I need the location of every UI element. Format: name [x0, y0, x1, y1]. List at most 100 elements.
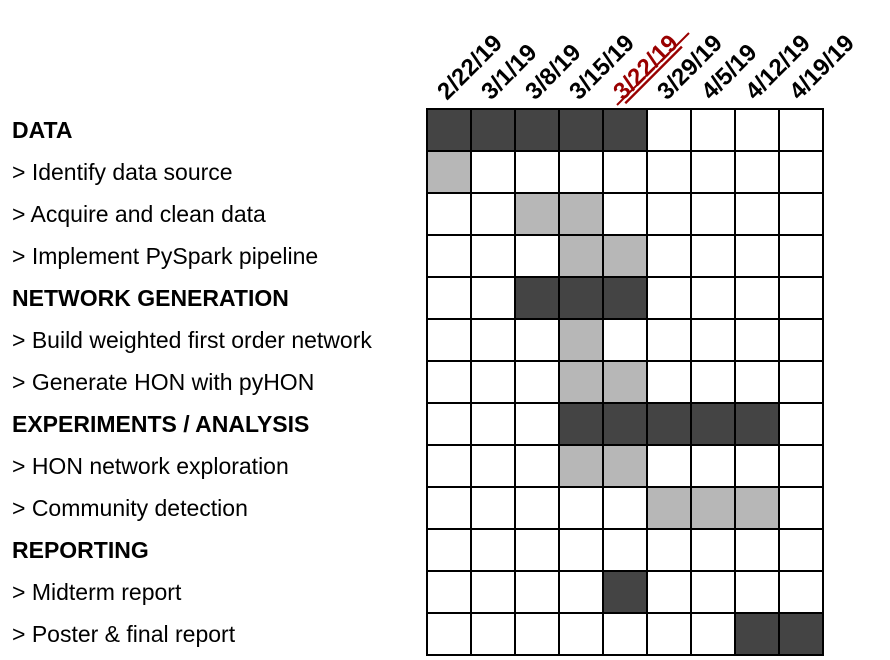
section-cell-filled — [734, 402, 780, 446]
task-cell-filled — [734, 486, 780, 530]
schedule-cell-empty — [602, 318, 648, 362]
section-label: NETWORK GENERATION — [12, 285, 289, 311]
schedule-cell-empty — [646, 528, 692, 572]
schedule-cell-empty — [690, 528, 736, 572]
schedule-cell-empty — [470, 318, 516, 362]
schedule-cell-empty — [734, 150, 780, 194]
task-cell-filled — [426, 150, 472, 194]
task-cell-filled — [514, 192, 560, 236]
schedule-cell-empty — [470, 612, 516, 656]
schedule-cell-empty — [426, 192, 472, 236]
schedule-cell-empty — [646, 276, 692, 320]
section-cell-filled — [470, 108, 516, 152]
schedule-cell-empty — [690, 570, 736, 614]
task-cell-filled — [602, 360, 648, 404]
section-cell-filled — [602, 402, 648, 446]
current-date-underline — [616, 32, 690, 106]
schedule-cell-empty — [690, 234, 736, 278]
schedule-cell-empty — [646, 318, 692, 362]
schedule-cell-empty — [778, 402, 824, 446]
schedule-cell-empty — [470, 486, 516, 530]
task-label: > Implement PySpark pipeline — [12, 243, 318, 269]
task-cell-filled — [778, 612, 824, 656]
schedule-cell-empty — [514, 234, 560, 278]
schedule-cell-empty — [646, 234, 692, 278]
schedule-cell-empty — [470, 444, 516, 488]
task-label: > Build weighted first order network — [12, 327, 372, 353]
schedule-cell-empty — [426, 486, 472, 530]
section-cell-filled — [602, 108, 648, 152]
section-cell-filled — [514, 108, 560, 152]
task-cell-filled — [602, 234, 648, 278]
task-label: > Generate HON with pyHON — [12, 369, 314, 395]
schedule-cell-empty — [778, 150, 824, 194]
schedule-cell-empty — [690, 276, 736, 320]
section-cell-filled — [690, 402, 736, 446]
schedule-cell-empty — [514, 318, 560, 362]
task-label: > Poster & final report — [12, 621, 236, 647]
schedule-cell-empty — [558, 612, 604, 656]
task-cell-filled — [602, 570, 648, 614]
schedule-cell-empty — [470, 234, 516, 278]
schedule-cell-empty — [470, 528, 516, 572]
schedule-cell-empty — [470, 192, 516, 236]
section-cell-filled — [558, 276, 604, 320]
task-cell-filled — [734, 612, 780, 656]
task-label: > Midterm report — [12, 579, 182, 605]
task-label: > Community detection — [12, 495, 248, 521]
task-cell-filled — [602, 444, 648, 488]
schedule-cell-empty — [470, 360, 516, 404]
schedule-cell-empty — [778, 486, 824, 530]
schedule-cell-empty — [426, 234, 472, 278]
schedule-cell-empty — [514, 402, 560, 446]
section-label: REPORTING — [12, 537, 149, 563]
section-label: EXPERIMENTS / ANALYSIS — [12, 411, 309, 437]
schedule-cell-empty — [778, 108, 824, 152]
task-cell-filled — [558, 192, 604, 236]
schedule-cell-empty — [778, 570, 824, 614]
task-cell-filled — [558, 234, 604, 278]
section-label: DATA — [12, 117, 72, 143]
schedule-cell-empty — [426, 444, 472, 488]
schedule-cell-empty — [646, 150, 692, 194]
schedule-cell-empty — [778, 276, 824, 320]
schedule-cell-empty — [470, 276, 516, 320]
schedule-cell-empty — [734, 444, 780, 488]
schedule-cell-empty — [514, 444, 560, 488]
schedule-cell-empty — [734, 234, 780, 278]
schedule-cell-empty — [734, 528, 780, 572]
section-cell-filled — [426, 108, 472, 152]
schedule-cell-empty — [514, 612, 560, 656]
schedule-cell-empty — [646, 612, 692, 656]
section-cell-filled — [558, 108, 604, 152]
schedule-cell-empty — [734, 318, 780, 362]
schedule-cell-empty — [778, 192, 824, 236]
schedule-cell-empty — [602, 612, 648, 656]
task-cell-filled — [558, 318, 604, 362]
schedule-cell-empty — [646, 108, 692, 152]
schedule-cell-empty — [602, 528, 648, 572]
section-cell-filled — [646, 402, 692, 446]
schedule-cell-empty — [426, 612, 472, 656]
schedule-cell-empty — [778, 318, 824, 362]
task-cell-filled — [558, 360, 604, 404]
schedule-cell-empty — [690, 108, 736, 152]
schedule-cell-empty — [646, 192, 692, 236]
schedule-cell-empty — [558, 528, 604, 572]
schedule-cell-empty — [734, 192, 780, 236]
schedule-cell-empty — [514, 150, 560, 194]
schedule-cell-empty — [646, 444, 692, 488]
schedule-cell-empty — [690, 150, 736, 194]
schedule-cell-empty — [558, 150, 604, 194]
schedule-cell-empty — [646, 360, 692, 404]
schedule-cell-empty — [602, 486, 648, 530]
schedule-cell-empty — [734, 360, 780, 404]
schedule-cell-empty — [690, 444, 736, 488]
task-label: > Identify data source — [12, 159, 233, 185]
schedule-cell-empty — [646, 570, 692, 614]
schedule-cell-empty — [690, 360, 736, 404]
schedule-cell-empty — [514, 570, 560, 614]
section-cell-filled — [602, 276, 648, 320]
schedule-cell-empty — [558, 570, 604, 614]
task-cell-filled — [558, 444, 604, 488]
